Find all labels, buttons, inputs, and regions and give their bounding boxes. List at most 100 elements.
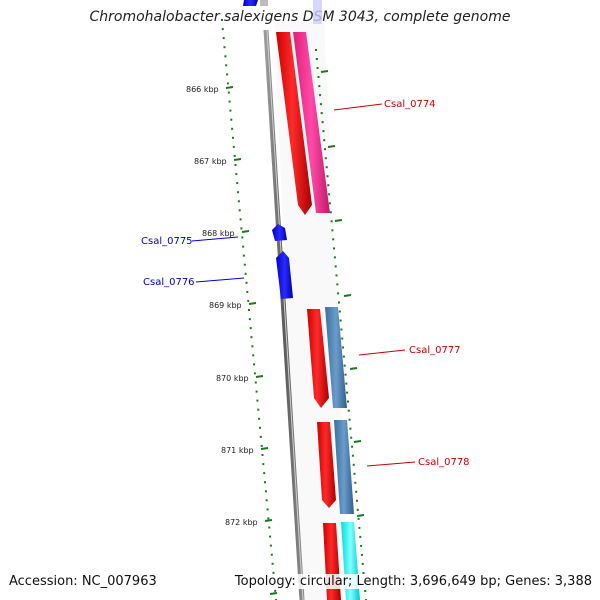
ruler-dot [351,445,354,448]
ruler-dot [347,400,349,403]
ruler-dot [342,346,344,349]
ruler-dot [324,148,326,151]
ruler-dot [360,553,363,556]
ruler-dot [357,517,360,520]
ruler-dot [364,590,367,592]
ruler-dot [233,154,236,157]
ruler-dot [242,245,245,248]
ruler-dot [272,571,275,574]
map-title: Chromohalobacter salexigens DSM 3043, co… [89,9,511,25]
leader-csal-0774 [333,103,383,111]
ruler-dotted-track-left [221,19,277,600]
ruler-dot [234,164,237,166]
ruler-dot [341,337,344,340]
accession-text: Accession: NC_007963 [9,574,157,589]
ruler-dot [343,364,346,367]
ruler-dot [358,526,361,529]
ruler-dot [265,499,268,502]
ruler-dot [328,193,331,196]
ruler-dot [259,435,262,438]
ruler-dot [221,19,223,21]
ruler-dot [333,256,336,259]
ruler-dot [354,481,357,484]
ruler-dot [224,55,227,58]
ruler-dot [237,200,240,203]
ruler-dot [270,553,273,556]
ruler-dot [274,589,277,592]
ruler-dot [238,209,241,212]
ruler-dot [236,182,239,185]
ruler-dot [251,345,254,348]
ruler-dot [241,236,244,239]
ruler-dot [361,562,364,565]
ruler-dot [338,301,340,304]
ruler-dot [351,454,354,457]
ruler-dot [347,409,350,412]
ruler-dot [337,292,340,295]
genome-backbone [263,29,305,600]
ruler-label-866: 866 kbp [186,85,219,94]
leader-csal-0778 [366,461,416,467]
ruler-dot [253,372,256,375]
label-csal-0778: Csal_0778 [418,457,470,468]
ruler-dot [263,472,266,475]
gene-csal-0777-steel [325,307,347,408]
ruler-dot [335,274,338,277]
ruler-dot [315,58,318,60]
ruler-dot [261,454,264,456]
ruler-dot [352,463,355,466]
ruler-dot [262,463,265,466]
ruler-dot [239,218,242,221]
ruler-dot [344,373,347,376]
ruler-dot [249,327,252,330]
ruler-dot [319,103,322,106]
gene-top-gray-partial [260,0,268,6]
topology-text: Topology: circular; Length: 3,696,649 bp… [234,574,592,589]
ruler-dot [264,481,266,484]
ruler-dot [248,318,251,321]
ruler-dot [269,535,272,538]
ruler-dot [232,145,235,148]
ruler-dot [237,191,239,194]
ruler-dot [230,118,233,121]
ruler-dot [256,399,259,402]
ruler-dot [340,328,343,331]
ruler-dot [333,247,335,250]
ruler-dot [322,130,325,133]
ruler-dot [327,184,330,187]
gene-top-blue-partial [243,0,258,6]
ruler-dot [349,427,352,430]
ruler-dot [226,73,229,76]
ruler-dot [336,283,339,286]
ruler-dot [334,265,337,268]
ruler-dot [360,544,363,547]
gene-top-lavender-partial [313,0,322,24]
label-csal-0777: Csal_0777 [409,345,461,356]
ruler-dot [250,336,253,339]
ruler-dot [253,363,256,366]
ruler-dot [225,64,228,67]
ruler-dot [258,417,261,420]
leader-csal-0776 [195,277,245,283]
ruler-dot [353,472,356,475]
ruler-dot [229,109,232,112]
ruler-dot [324,157,327,160]
ruler-dot [226,82,229,85]
ruler-dot [248,309,250,311]
ruler-dot [246,290,249,293]
ruler-dot [232,136,234,139]
ruler-dot [359,535,362,538]
ruler-dot [328,202,331,205]
ruler-dot [345,382,348,385]
backbone-highlight [266,29,304,600]
ruler-dot [268,526,271,529]
ruler-dot [227,91,230,94]
ruler-dot [323,139,326,142]
ruler-dot [316,67,319,69]
ruler-dot [319,94,322,97]
ruler-dot [243,263,246,266]
ruler-dot [245,281,248,284]
gene-csal-0774-red [276,32,312,215]
gene-csal-0775-blue [272,224,287,241]
ruler-dot [252,354,255,357]
